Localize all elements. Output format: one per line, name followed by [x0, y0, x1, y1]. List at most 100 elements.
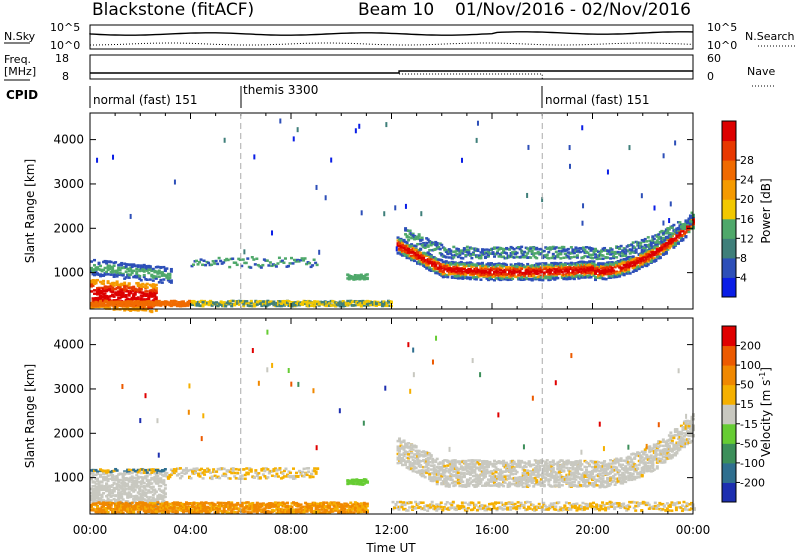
data-cell	[542, 272, 546, 276]
data-cell	[334, 301, 338, 304]
data-cell	[554, 246, 558, 249]
data-cell	[127, 294, 131, 297]
data-cell	[148, 278, 152, 281]
data-cell	[569, 273, 573, 277]
data-cell	[135, 479, 139, 483]
data-cell	[627, 249, 631, 252]
data-cell	[132, 510, 136, 514]
data-cell	[174, 300, 178, 303]
data-cell	[233, 504, 237, 508]
data-cell	[640, 251, 644, 255]
data-cell	[171, 510, 175, 514]
data-cell	[90, 469, 93, 472]
data-cell	[520, 266, 524, 269]
data-cell	[234, 503, 238, 507]
data-cell	[420, 236, 424, 240]
data-cell	[613, 252, 617, 255]
data-cell	[129, 511, 133, 514]
data-cell	[118, 494, 122, 498]
data-cell	[96, 495, 100, 498]
data-cell	[584, 264, 588, 268]
data-cell	[503, 262, 507, 266]
data-cell	[550, 247, 554, 250]
data-cell	[509, 263, 513, 266]
data-cell	[254, 299, 258, 303]
data-cell	[414, 251, 418, 255]
data-cell	[382, 300, 386, 303]
data-cell	[568, 251, 572, 255]
data-cell	[150, 269, 154, 273]
data-cell	[526, 266, 530, 269]
data-cell	[165, 275, 169, 279]
data-cell	[530, 264, 534, 267]
data-cell	[106, 489, 110, 492]
data-cell	[144, 511, 148, 515]
data-cell	[411, 232, 415, 236]
data-cell	[129, 213, 132, 219]
data-cell	[210, 304, 214, 307]
data-cell	[511, 255, 515, 259]
data-cell	[456, 274, 460, 278]
data-cell	[479, 270, 483, 273]
data-cell	[159, 502, 163, 506]
data-cell	[94, 503, 98, 507]
data-cell	[163, 487, 167, 490]
data-cell	[115, 280, 119, 283]
data-cell	[172, 502, 176, 506]
data-cell	[541, 197, 544, 203]
data-cell	[482, 252, 486, 255]
data-cell	[130, 511, 134, 515]
data-cell	[505, 252, 509, 255]
data-cell	[97, 291, 101, 294]
data-cell	[414, 248, 418, 252]
data-cell	[420, 258, 424, 261]
data-cell	[97, 499, 101, 503]
data-cell	[141, 489, 145, 492]
data-cell	[238, 258, 242, 262]
data-cell	[450, 267, 454, 271]
data-cell	[132, 302, 136, 305]
data-cell	[590, 271, 594, 274]
data-cell	[410, 233, 414, 237]
data-cell	[138, 274, 142, 278]
data-cell	[147, 302, 151, 306]
data-cell	[563, 270, 567, 273]
data-cell	[624, 265, 628, 268]
data-cell	[243, 501, 247, 505]
data-cell	[556, 255, 560, 259]
data-cell	[383, 303, 387, 306]
data-cell	[589, 275, 593, 279]
data-cell	[571, 262, 575, 265]
data-cell	[153, 508, 157, 512]
data-cell	[590, 256, 594, 260]
data-cell	[571, 271, 575, 274]
data-cell	[106, 474, 110, 477]
data-cell	[373, 301, 377, 305]
data-cell	[679, 228, 683, 232]
data-cell	[476, 268, 480, 272]
data-cell	[111, 302, 115, 305]
data-cell	[612, 261, 616, 265]
data-cell	[124, 304, 128, 307]
data-cell	[151, 290, 155, 293]
data-cell	[643, 253, 647, 256]
data-cell	[587, 276, 591, 279]
data-cell	[483, 273, 487, 277]
data-cell	[667, 233, 671, 236]
data-cell	[121, 473, 125, 476]
data-cell	[225, 502, 229, 505]
nave-bottom-tick: 0	[707, 70, 714, 83]
data-cell	[545, 247, 549, 250]
data-cell	[279, 302, 283, 305]
data-cell	[619, 270, 623, 274]
data-cell	[468, 269, 472, 272]
data-cell	[606, 249, 610, 253]
data-cell	[136, 298, 140, 302]
data-cell	[96, 298, 100, 301]
data-cell	[416, 262, 420, 265]
data-cell	[636, 264, 640, 268]
data-cell	[426, 266, 430, 270]
data-cell	[274, 265, 278, 268]
data-cell	[147, 268, 151, 271]
data-cell	[142, 304, 146, 308]
